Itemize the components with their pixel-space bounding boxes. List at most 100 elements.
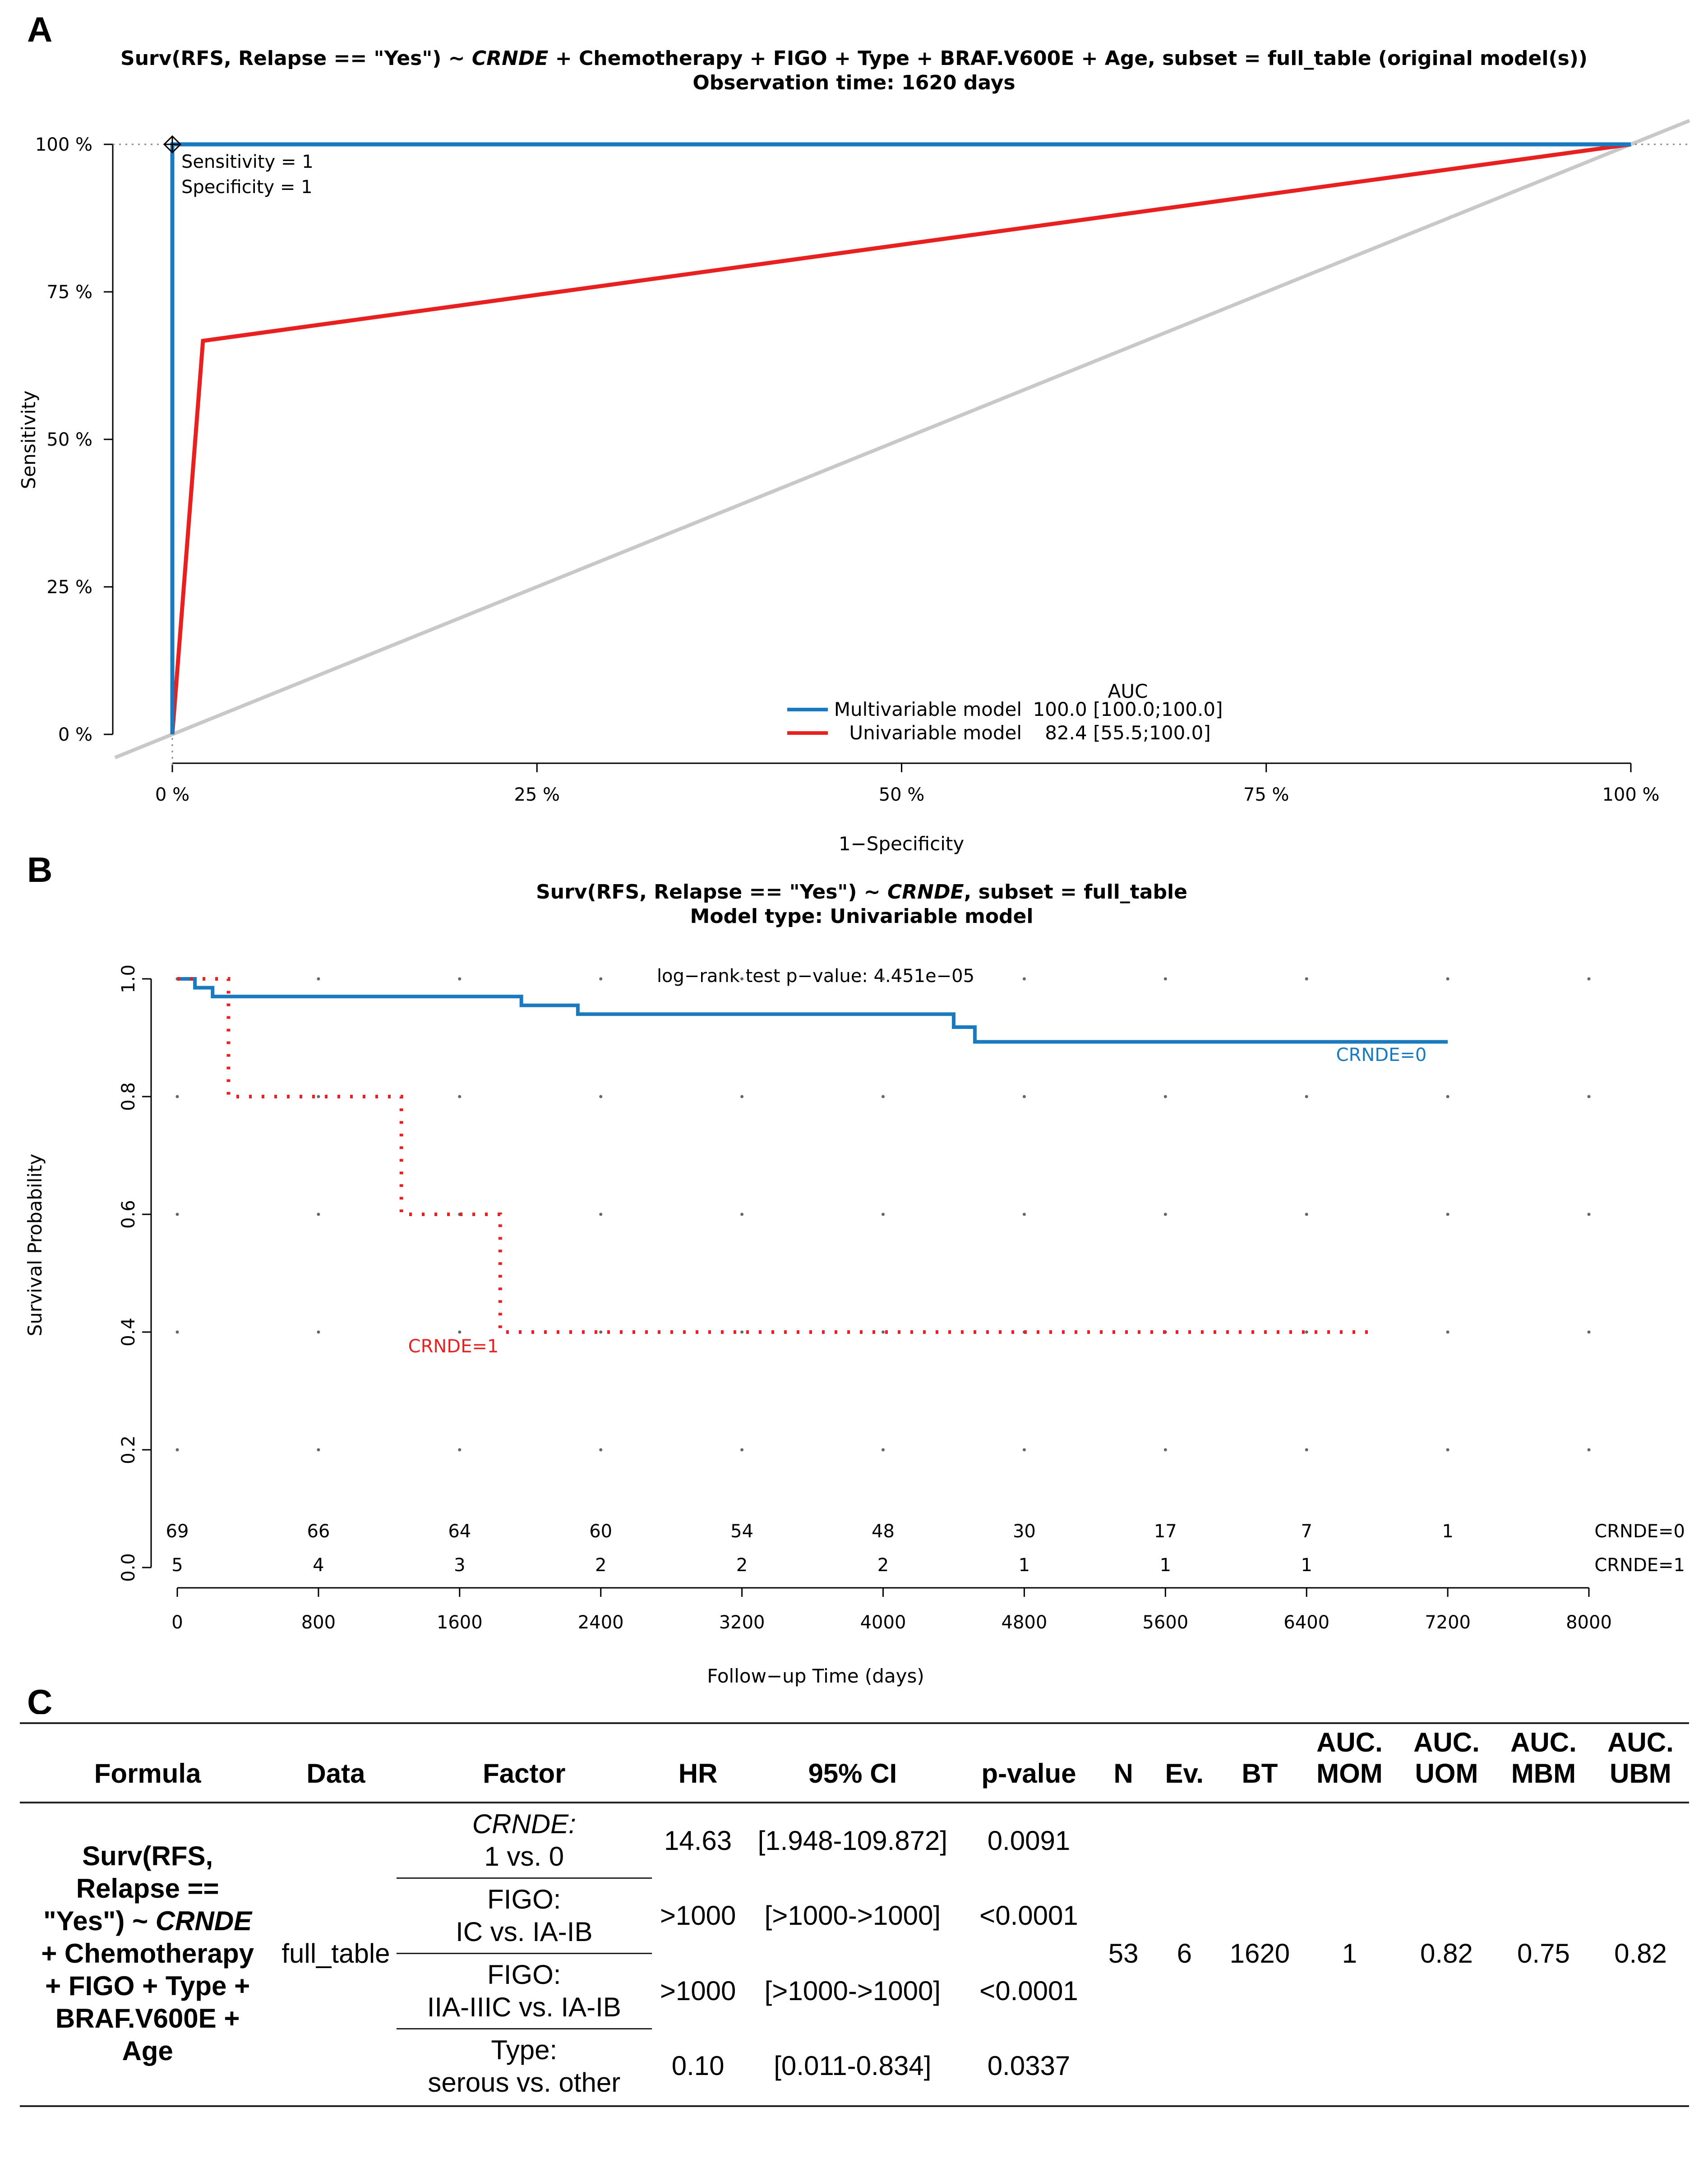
km-grid-dot	[1163, 1448, 1167, 1452]
pvalue-cell: 0.0337	[987, 2051, 1071, 2081]
roc-annotation-specificity: Specificity = 1	[181, 177, 313, 198]
factor-cell: FIGO: IIA-IIIC vs. IA-IB	[396, 1953, 652, 2029]
risk-count: 17	[1154, 1521, 1177, 1542]
km-grid-dot	[1587, 1213, 1591, 1216]
km-x-tick-label: 3200	[719, 1612, 765, 1633]
km-grid-dot	[1163, 1095, 1167, 1098]
pvalue-cell: 0.0091	[987, 1825, 1071, 1856]
km-pvalue: log−rank test p−value: 4.451e−05	[657, 966, 974, 987]
km-grid-dot	[599, 1095, 603, 1098]
km-y-tick-label: 0.8	[118, 1082, 139, 1111]
table-top-rule	[20, 1722, 1689, 1724]
km-grid-dot	[1305, 1448, 1308, 1452]
pvalue-cell: <0.0001	[979, 1976, 1078, 2006]
roc-annotation-sensitivity: Sensitivity = 1	[181, 152, 314, 172]
legend-header: AUC	[1108, 680, 1148, 702]
km-grid-dot	[740, 1330, 744, 1334]
factor-cell: Type: serous vs. other	[428, 2035, 621, 2098]
km-grid-dot	[1587, 1330, 1591, 1334]
km-grid-dot	[1587, 1095, 1591, 1098]
km-panel: B Surv(RFS, Relapse == "Yes") ~ CRNDE, s…	[24, 850, 1685, 1687]
roc-x-tick-label: 0 %	[155, 784, 189, 805]
risk-count: 54	[730, 1521, 753, 1542]
km-grid-dot	[740, 977, 744, 981]
km-grid-dot	[317, 1213, 320, 1216]
hr-cell: >1000	[660, 1976, 736, 2006]
roc-x-tick-label: 100 %	[1602, 784, 1659, 805]
table-row: Type: serous vs. other 0.10 [0.011-0.834]…	[20, 2029, 1689, 2104]
roc-x-tick-label: 25 %	[514, 784, 560, 805]
km-x-tick-label: 5600	[1142, 1612, 1188, 1633]
header-auc-mbm: AUC. MBM	[1495, 1723, 1592, 1803]
formula-cell: Surv(RFS, Relapse == "Yes") ~ CRNDE + Ch…	[41, 1840, 254, 2066]
ci-cell: [>1000->1000]	[764, 1900, 941, 1931]
km-grid-dot	[1305, 1330, 1308, 1334]
hr-cell: >1000	[660, 1900, 736, 1931]
risk-count: 64	[448, 1521, 471, 1542]
km-x-axis-label: Follow−up Time (days)	[707, 1665, 924, 1687]
km-y-tick-label: 1.0	[118, 964, 139, 993]
km-grid-dot	[740, 1095, 744, 1098]
km-grid-dot	[1305, 1095, 1308, 1098]
ci-cell: [0.011-0.834]	[774, 2051, 932, 2081]
ci-cell: [1.948-109.872]	[757, 1825, 947, 1856]
roc-y-axis-label: Sensitivity	[18, 391, 40, 489]
km-x-tick-label: 0	[171, 1612, 183, 1633]
roc-title-line1: Surv(RFS, Relapse == "Yes") ~ CRNDE + Ch…	[120, 47, 1588, 70]
km-grid-dot	[317, 1330, 320, 1334]
risk-count: 4	[313, 1555, 324, 1576]
km-x-tick-label: 1600	[437, 1612, 483, 1633]
km-grid-dot	[882, 1330, 885, 1334]
roc-y-tick-label: 50 %	[46, 429, 92, 450]
table-row: FIGO: IIA-IIIC vs. IA-IB >1000 [>1000->10…	[20, 1953, 1689, 2029]
risk-count: 1	[1019, 1555, 1030, 1576]
km-x-tick-label: 2400	[578, 1612, 624, 1633]
risk-row-label: CRNDE=0	[1594, 1521, 1685, 1542]
km-grid-dot	[599, 1330, 603, 1334]
auc-mom-cell: 1	[1342, 1938, 1357, 1969]
km-y-tick-label: 0.2	[118, 1435, 139, 1464]
risk-count: 1	[1160, 1555, 1171, 1576]
km-grid-dot	[1446, 1448, 1449, 1452]
header-n: N	[1096, 1723, 1150, 1803]
n-cell: 53	[1108, 1938, 1139, 1969]
header-ci: 95% CI	[744, 1723, 961, 1803]
table-header-row: Formula Data Factor HR 95% CI p-value N …	[20, 1723, 1689, 1803]
pvalue-cell: <0.0001	[979, 1900, 1078, 1931]
km-grid-dot	[317, 1448, 320, 1452]
events-cell: 6	[1177, 1938, 1192, 1969]
km-grid-dot	[1163, 977, 1167, 981]
km-grid-dot	[1446, 1095, 1449, 1098]
km-x-tick-label: 6400	[1283, 1612, 1329, 1633]
km-grid-dot	[175, 1448, 179, 1452]
km-x-tick-label: 4800	[1002, 1612, 1048, 1633]
km-grid-dot	[1022, 1095, 1026, 1098]
km-grid-dot	[458, 1095, 462, 1098]
km-grid-dot	[1446, 1213, 1449, 1216]
legend-label-multivariable: Multivariable model	[834, 698, 1022, 720]
km-grid-dot	[458, 1448, 462, 1452]
roc-panel: A Surv(RFS, Relapse == "Yes") ~ CRNDE + …	[18, 9, 1692, 855]
km-grid-dot	[599, 1213, 603, 1216]
km-y-tick-label: 0.4	[118, 1318, 139, 1346]
km-grid-dot	[740, 1213, 744, 1216]
km-title-line2: Model type: Univariable model	[690, 905, 1034, 928]
hr-cell: 0.10	[671, 2051, 725, 2081]
km-grid-dot	[882, 1213, 885, 1216]
roc-x-tick-label: 75 %	[1243, 784, 1289, 805]
roc-title-line2: Observation time: 1620 days	[692, 71, 1015, 94]
auc-uom-cell: 0.82	[1420, 1938, 1473, 1969]
km-grid-dot	[1446, 977, 1449, 981]
roc-x-tick-label: 50 %	[879, 784, 925, 805]
risk-count: 60	[589, 1521, 612, 1542]
header-data: Data	[275, 1723, 397, 1803]
risk-count: 3	[454, 1555, 465, 1576]
km-title-line1: Surv(RFS, Relapse == "Yes") ~ CRNDE, sub…	[536, 881, 1187, 904]
km-x-tick-label: 7200	[1425, 1612, 1471, 1633]
factor-cell: CRNDE: 1 vs. 0	[396, 1803, 652, 1879]
factor-cell: FIGO: IC vs. IA-IB	[396, 1878, 652, 1954]
km-grid-dot	[1446, 1330, 1449, 1334]
km-grid-dot	[1022, 1448, 1026, 1452]
km-grid-dot	[175, 1095, 179, 1098]
roc-reference-diagonal	[114, 119, 1690, 760]
